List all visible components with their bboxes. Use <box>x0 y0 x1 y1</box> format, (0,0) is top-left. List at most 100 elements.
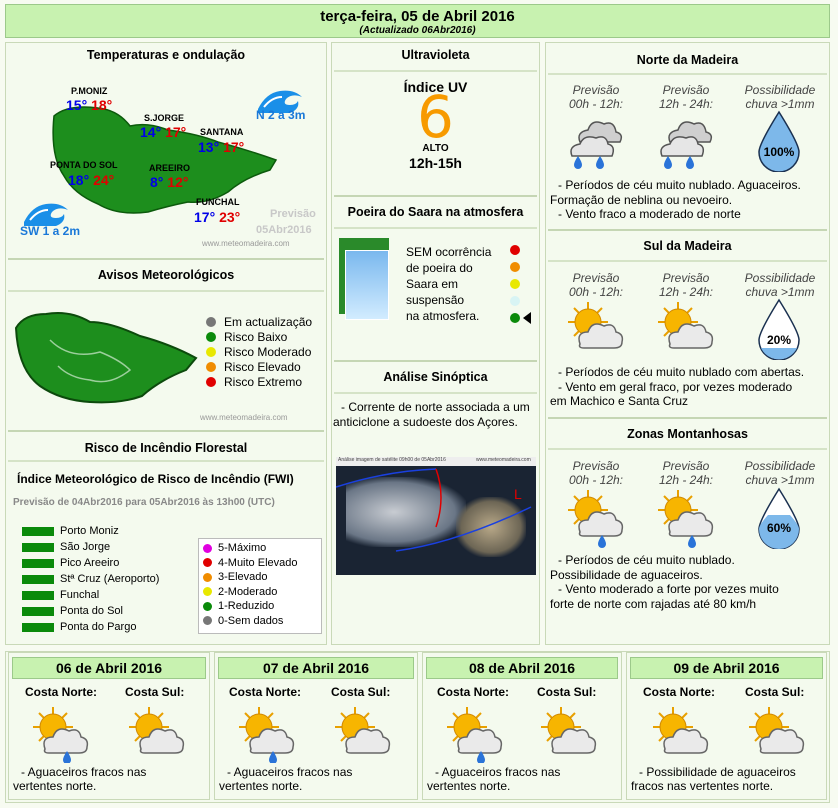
north-label: Costa Norte: <box>643 685 716 699</box>
satellite-map: Análise imagem de satélite 09h00 de 05Ab… <box>336 457 536 575</box>
place-pmoniz: P.MONIZ <box>71 86 108 96</box>
warnings-title: Avisos Meteorológicos <box>97 268 235 282</box>
legend-dot <box>206 346 216 357</box>
dust-text: SEM ocorrência de poeira do Saara em suspen… <box>406 245 492 323</box>
north-pct: 100% <box>763 145 795 159</box>
temp-santana: 13° 17° <box>198 139 245 155</box>
temps-title: Temperaturas e ondulação <box>86 48 246 62</box>
sun-cloud-rain-icon <box>566 488 626 548</box>
wave-south-label: SW 1 a 2m <box>20 224 81 238</box>
north-col2-label: Previsão 12h - 24h: <box>658 83 714 111</box>
mountain-text: - Períodos de céu muito nublado. Possibil… <box>550 553 779 611</box>
sun-cloud-icon <box>333 705 393 757</box>
sun-cloud-rain-icon <box>445 705 505 763</box>
rain-clouds-icon <box>656 112 716 172</box>
region-south-title: Sul da Madeira <box>643 239 732 253</box>
mountain-col2-label: Previsão 12h - 24h: <box>658 459 714 487</box>
place-santana: SANTANA <box>200 127 244 137</box>
sun-cloud-icon <box>566 300 626 352</box>
day-card: 09 de Abril 2016 Costa Norte: Costa Sul:… <box>626 652 827 800</box>
rain-clouds-icon <box>566 112 626 172</box>
day-text: - Aguaceiros fracos nas vertentes norte. <box>219 765 353 793</box>
temp-funchal: 17° 23° <box>194 209 241 225</box>
forecast-date: 05Abr2016 <box>256 224 312 236</box>
day-text: - Aguaceiros fracos nas vertentes norte. <box>427 765 561 793</box>
sun-cloud-icon <box>747 705 807 757</box>
dust-title: Poeira do Saara na atmosfera <box>347 205 524 219</box>
madeira-temp-map <box>8 64 324 254</box>
mountain-col3-label: Possibilidade chuva >1mm <box>744 459 816 487</box>
south-text: - Períodos de céu muito nublado com aber… <box>550 365 805 408</box>
temp-pontasol: 18° 24° <box>68 172 115 188</box>
page-header: terça-feira, 05 de Abril 2016 (Actualiza… <box>5 4 830 38</box>
south-col1-label: Previsão 00h - 12h: <box>568 271 624 299</box>
fire-title: Risco de Incêndio Florestal <box>84 441 248 455</box>
forecast-label: Previsão <box>270 208 316 220</box>
day-date: 08 de Abril 2016 <box>426 657 618 679</box>
day-date: 06 de Abril 2016 <box>12 657 206 679</box>
uv-title: Ultravioleta <box>401 48 470 62</box>
day-text: - Aguaceiros fracos nas vertentes norte. <box>13 765 147 793</box>
north-text: - Períodos de céu muito nublado. Aguacei… <box>550 178 801 221</box>
north-label: Costa Norte: <box>25 685 98 699</box>
wave-north-label: N 2 a 3m <box>256 108 306 122</box>
legend-dot <box>206 376 216 387</box>
south-label: Costa Sul: <box>125 685 185 699</box>
north-label: Costa Norte: <box>229 685 302 699</box>
day-date: 09 de Abril 2016 <box>630 657 823 679</box>
warnings-legend: Em actualização Risco Baixo Risco Modera… <box>206 314 312 389</box>
south-label: Costa Sul: <box>331 685 391 699</box>
dust-image <box>339 238 389 320</box>
north-label: Costa Norte: <box>437 685 510 699</box>
warnings-map <box>10 300 200 410</box>
sun-cloud-icon <box>651 705 711 757</box>
fire-places: Porto Moniz São Jorge Pico Areeiro Stª C… <box>22 523 159 635</box>
dust-scale <box>510 245 520 323</box>
south-pct: 20% <box>766 333 792 347</box>
fire-period: Previsão de 04Abr2016 para 05Abr2016 às … <box>13 497 275 508</box>
rain-drop-gauge <box>755 298 803 360</box>
south-label: Costa Sul: <box>537 685 597 699</box>
svg-text:L: L <box>514 486 522 502</box>
legend-dot <box>206 316 216 327</box>
south-col3-label: Possibilidade chuva >1mm <box>744 271 816 299</box>
mountain-pct: 60% <box>766 521 792 535</box>
south-label: Costa Sul: <box>745 685 805 699</box>
dust-pointer-icon <box>523 312 531 324</box>
site-label: www.meteomadeira.com <box>202 239 290 248</box>
legend-dot <box>206 331 216 342</box>
sun-cloud-icon <box>127 705 187 757</box>
sun-cloud-rain-icon <box>237 705 297 763</box>
uv-value: 6 <box>417 83 454 151</box>
place-pontasol: PONTA DO SOL <box>50 160 118 170</box>
day-date: 07 de Abril 2016 <box>218 657 414 679</box>
north-col3-label: Possibilidade chuva >1mm <box>744 83 816 111</box>
fire-subtitle: Índice Meteorológico de Risco de Incêndi… <box>17 472 294 486</box>
sun-cloud-icon <box>656 300 716 352</box>
warnings-site: www.meteomadeira.com <box>200 413 288 422</box>
legend-dot <box>206 361 216 372</box>
uv-level: ALTO <box>422 143 449 154</box>
south-col2-label: Previsão 12h - 24h: <box>658 271 714 299</box>
day-card: 07 de Abril 2016 Costa Norte: Costa Sul:… <box>214 652 418 800</box>
region-north-title: Norte da Madeira <box>636 53 739 67</box>
page-title: terça-feira, 05 de Abril 2016 <box>320 8 515 25</box>
place-areeiro: AREEIRO <box>149 163 191 173</box>
north-col1-label: Previsão 00h - 12h: <box>568 83 624 111</box>
temp-pmoniz: 15° 18° <box>66 97 113 113</box>
rain-drop-gauge <box>755 110 803 172</box>
sun-cloud-icon <box>539 705 599 757</box>
rain-drop-gauge <box>755 487 803 549</box>
day-card: 08 de Abril 2016 Costa Norte: Costa Sul:… <box>422 652 622 800</box>
synoptic-text: - Corrente de norte associada a um antic… <box>333 400 530 429</box>
synoptic-title: Análise Sinóptica <box>383 370 488 384</box>
uv-label: Índice UV <box>403 79 468 95</box>
place-sjorge: S.JORGE <box>144 113 185 123</box>
region-mountain-title: Zonas Montanhosas <box>627 427 748 441</box>
fire-legend: 5-Máximo 4-Muito Elevado 3-Elevado 2-Mod… <box>198 538 322 634</box>
uv-hours: 12h-15h <box>409 155 462 171</box>
place-funchal: FUNCHAL <box>196 197 240 207</box>
day-card: 06 de Abril 2016 Costa Norte: Costa Sul:… <box>8 652 210 800</box>
page-updated: (Actualizado 06Abr2016) <box>359 25 476 36</box>
temp-areeiro: 8° 12° <box>150 174 189 190</box>
